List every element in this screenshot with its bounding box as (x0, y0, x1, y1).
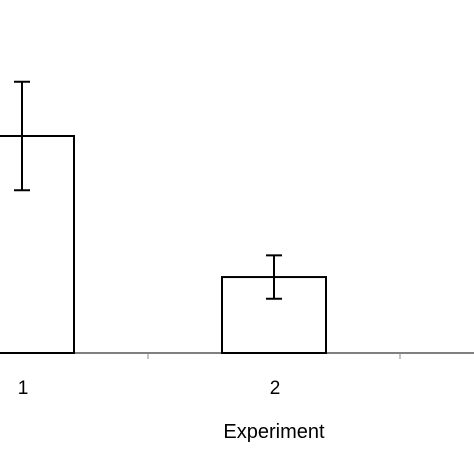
x-axis-title: Experiment (223, 421, 325, 443)
x-tick-label-1: 1 (18, 378, 29, 399)
bar-experiment-1 (0, 135, 75, 354)
error-bars-group (14, 80, 282, 300)
x-axis-ticks (147, 353, 401, 359)
bars-group (0, 135, 327, 354)
x-tick-label-2: 2 (270, 378, 281, 399)
